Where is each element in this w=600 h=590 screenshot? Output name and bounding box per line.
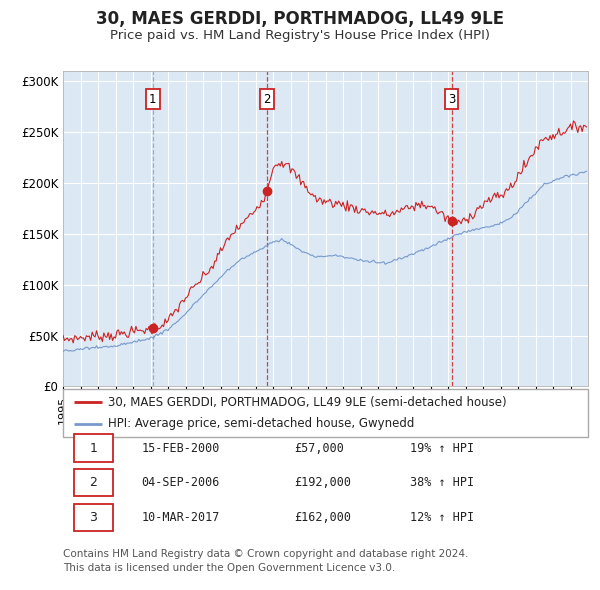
Text: 19% ↑ HPI: 19% ↑ HPI: [409, 441, 473, 454]
Text: 04-SEP-2006: 04-SEP-2006: [142, 476, 220, 489]
Text: 10-MAR-2017: 10-MAR-2017: [142, 511, 220, 524]
Text: 30, MAES GERDDI, PORTHMADOG, LL49 9LE: 30, MAES GERDDI, PORTHMADOG, LL49 9LE: [96, 10, 504, 28]
Text: Price paid vs. HM Land Registry's House Price Index (HPI): Price paid vs. HM Land Registry's House …: [110, 29, 490, 42]
FancyBboxPatch shape: [74, 469, 113, 496]
Text: £57,000: £57,000: [294, 441, 344, 454]
Text: 12% ↑ HPI: 12% ↑ HPI: [409, 511, 473, 524]
Text: 38% ↑ HPI: 38% ↑ HPI: [409, 476, 473, 489]
Text: 2: 2: [89, 476, 97, 489]
Text: £162,000: £162,000: [294, 511, 351, 524]
Text: 1: 1: [149, 93, 157, 106]
FancyBboxPatch shape: [74, 504, 113, 531]
Text: HPI: Average price, semi-detached house, Gwynedd: HPI: Average price, semi-detached house,…: [107, 417, 414, 430]
Text: 15-FEB-2000: 15-FEB-2000: [142, 441, 220, 454]
FancyBboxPatch shape: [74, 434, 113, 462]
Text: 1: 1: [89, 441, 97, 454]
Text: 30, MAES GERDDI, PORTHMADOG, LL49 9LE (semi-detached house): 30, MAES GERDDI, PORTHMADOG, LL49 9LE (s…: [107, 396, 506, 409]
Text: Contains HM Land Registry data © Crown copyright and database right 2024.
This d: Contains HM Land Registry data © Crown c…: [63, 549, 469, 573]
Text: £192,000: £192,000: [294, 476, 351, 489]
Text: 3: 3: [448, 93, 455, 106]
Text: 3: 3: [89, 511, 97, 524]
Text: 2: 2: [263, 93, 271, 106]
